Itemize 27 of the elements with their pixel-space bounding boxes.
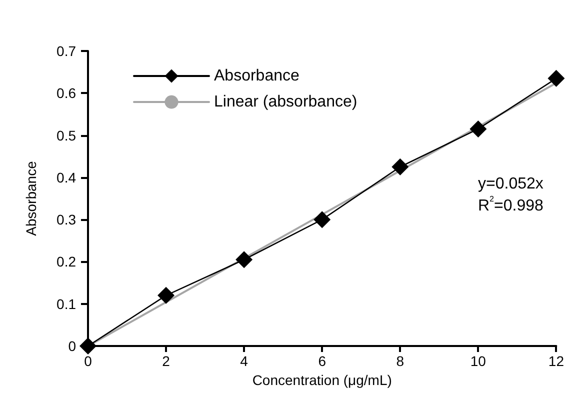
x-tick-label: 0: [84, 353, 92, 369]
y-tick-label: 0.2: [56, 254, 76, 270]
point: [548, 70, 565, 87]
y-tick-label: 0.3: [56, 212, 76, 228]
x-tick-label: 12: [548, 353, 564, 369]
x-tick-label: 6: [318, 353, 326, 369]
y-tick-label: 0.7: [56, 43, 76, 59]
x-tick-label: 10: [470, 353, 486, 369]
point: [236, 251, 253, 268]
legend-label: Linear (absorbance): [214, 94, 358, 110]
x-axis-title: Concentration (μg/mL): [252, 372, 392, 388]
annotation: y=0.052x: [478, 176, 544, 192]
y-tick-label: 0.5: [56, 127, 76, 144]
y-tick-label: 0.4: [56, 169, 76, 186]
y-tick-label: 0: [68, 338, 76, 354]
point: [470, 120, 487, 138]
x-tick-label: 8: [396, 353, 404, 369]
x-tick-label: 4: [240, 353, 248, 369]
point: [80, 338, 96, 354]
legend-label: Absorbance: [214, 68, 300, 84]
point: [392, 158, 409, 176]
y-tick-label: 0.6: [56, 85, 76, 102]
point: [314, 211, 331, 228]
x-tick-label: 2: [162, 353, 170, 369]
y-axis-title: Absorbance: [23, 160, 39, 236]
y-tick-label: 0.1: [56, 296, 76, 312]
point: [158, 286, 175, 304]
